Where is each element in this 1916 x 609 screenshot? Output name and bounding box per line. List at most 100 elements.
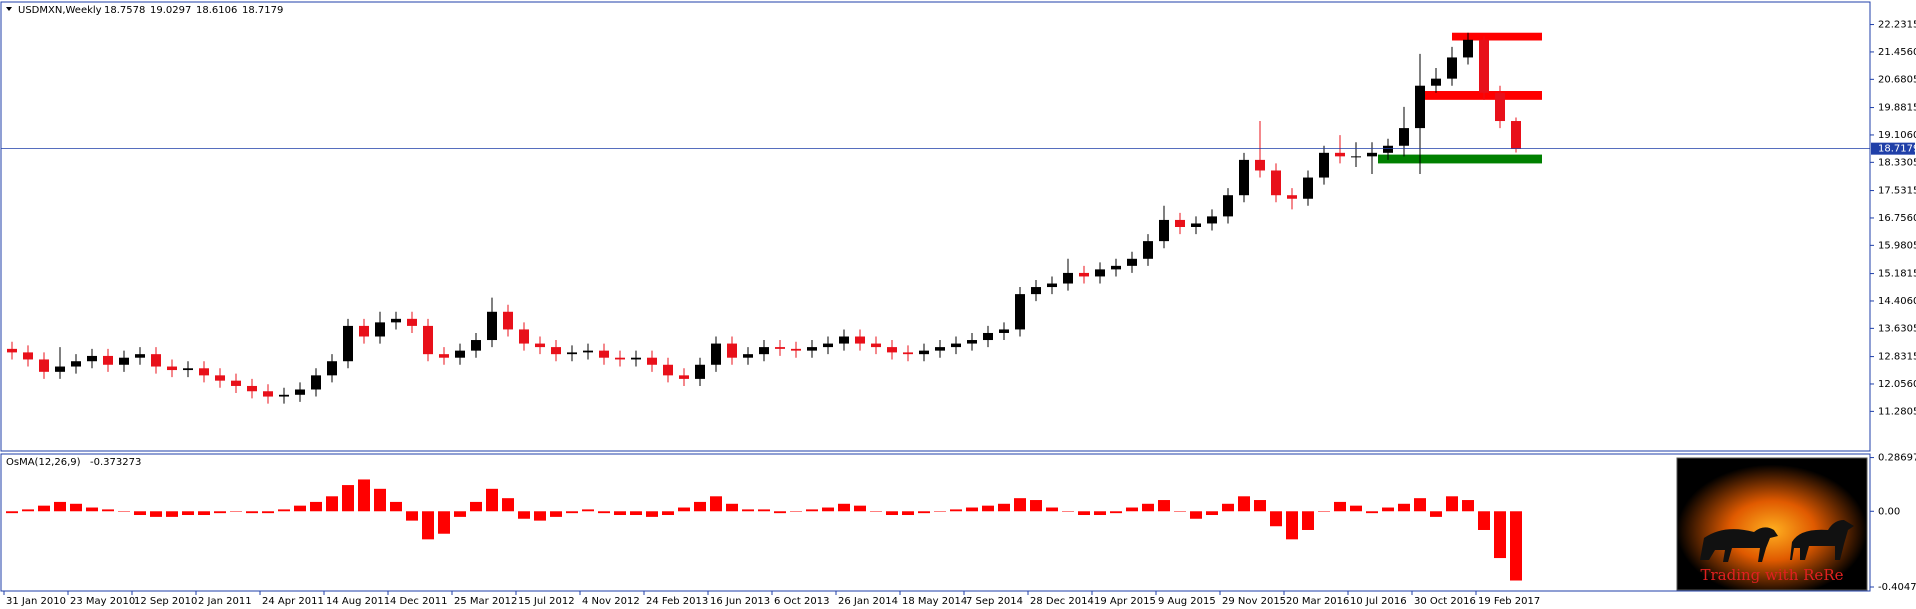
y-tick-label: 15.9805: [1878, 240, 1916, 251]
histogram-bar: [710, 496, 722, 512]
histogram-bar: [262, 511, 274, 514]
candle-body: [1159, 219, 1169, 242]
histogram-bar: [134, 511, 146, 516]
zone: [1452, 32, 1542, 41]
histogram-bar: [918, 511, 930, 514]
y-tick-label: 14.4060: [1878, 296, 1916, 307]
histogram-bar: [838, 503, 850, 512]
candle-body: [439, 354, 449, 358]
candle-body: [663, 364, 673, 376]
price-pane: [0, 1, 1871, 452]
histogram-bar: [1190, 511, 1202, 519]
histogram-bar: [326, 496, 338, 512]
histogram-bar: [182, 511, 194, 516]
candle-body: [807, 347, 817, 351]
candle-body: [343, 325, 353, 362]
histogram-bar: [1254, 500, 1266, 512]
candle-body: [1031, 287, 1041, 295]
candle-body: [87, 355, 97, 362]
histogram-bar: [1046, 507, 1058, 512]
histogram-bar: [1238, 496, 1250, 512]
zone: [1418, 91, 1542, 100]
x-tick-label: 9 Aug 2015: [1158, 596, 1216, 607]
x-tick-label: 23 May 2010: [70, 596, 135, 607]
histogram-bar: [374, 488, 386, 512]
candle-body: [1479, 39, 1489, 93]
candle-body: [1015, 294, 1025, 330]
histogram-bar: [1030, 500, 1042, 512]
histogram-bar: [342, 485, 354, 512]
histogram-bar: [310, 501, 322, 512]
x-tick-label: 18 May 2014: [902, 596, 967, 607]
x-tick-label: 20 Mar 2016: [1286, 596, 1349, 607]
histogram-bar: [1078, 511, 1090, 516]
x-tick-label: 26 Jan 2014: [838, 596, 898, 607]
x-tick-label: 31 Jan 2010: [6, 596, 66, 607]
candle-body: [695, 364, 705, 379]
logo-bull: [1790, 520, 1854, 560]
candle-body: [391, 318, 401, 323]
candle-body: [167, 366, 177, 371]
low-value: 18.6106: [196, 5, 237, 16]
x-tick-label: 19 Apr 2015: [1094, 596, 1156, 607]
candle-body: [535, 343, 545, 348]
candle-body: [1223, 195, 1233, 217]
candle-body: [743, 354, 753, 358]
histogram-bar: [422, 511, 434, 540]
candle-body: [247, 385, 257, 392]
histogram-bar: [598, 511, 610, 514]
candle-body: [103, 355, 113, 365]
histogram-bar: [566, 511, 578, 514]
y-tick-label: -0.404713: [1878, 582, 1916, 593]
candle-body: [135, 354, 145, 358]
candle-body: [1351, 156, 1361, 158]
candle-body: [119, 357, 129, 365]
candle-body: [1175, 219, 1185, 227]
candle-body: [407, 318, 417, 326]
candle-body: [759, 347, 769, 355]
candle-body: [967, 340, 977, 344]
histogram-bar: [278, 509, 290, 512]
x-tick-label: 14 Aug 2011: [326, 596, 390, 607]
histogram-bar: [1206, 511, 1218, 516]
candle-body: [983, 332, 993, 341]
oscillator-pane: [0, 453, 1871, 592]
y-tick-label: 21.4560: [1878, 47, 1916, 58]
histogram-bar: [230, 511, 242, 512]
histogram-bar: [950, 509, 962, 512]
x-tick-label: 7 Sep 2014: [966, 596, 1023, 607]
histogram-bar: [102, 509, 114, 512]
candle-body: [1095, 269, 1105, 277]
histogram-bar: [38, 505, 50, 512]
price-label-box: [1871, 142, 1915, 155]
candle-body: [1319, 152, 1329, 178]
histogram-bar: [1494, 511, 1506, 559]
histogram-bar: [358, 479, 370, 512]
histogram-bar: [502, 498, 514, 512]
histogram-bar: [1014, 498, 1026, 512]
logo: Trading with ReRe: [1676, 457, 1868, 591]
candle-body: [679, 375, 689, 379]
candle-body: [503, 311, 513, 330]
histogram-bar: [118, 511, 130, 512]
histogram-bar: [790, 511, 802, 512]
histogram-bar: [1142, 503, 1154, 512]
histogram-bar: [1478, 511, 1490, 530]
y-tick-label: 12.8315: [1878, 352, 1916, 363]
candle-body: [1255, 159, 1265, 171]
candle-body: [887, 347, 897, 353]
histogram-bar: [742, 509, 754, 512]
candle-body: [71, 361, 81, 367]
candle-body: [615, 357, 625, 360]
candle-body: [1335, 152, 1345, 157]
candle-body: [423, 325, 433, 355]
candle-body: [295, 389, 305, 395]
candle-body: [791, 348, 801, 351]
candle-body: [727, 343, 737, 358]
candle-body: [1047, 283, 1057, 288]
pane-menu-icon[interactable]: [6, 7, 12, 11]
candle-body: [519, 329, 529, 344]
logo-bear: [1700, 527, 1778, 562]
x-tick-label: 19 Feb 2017: [1478, 596, 1540, 607]
